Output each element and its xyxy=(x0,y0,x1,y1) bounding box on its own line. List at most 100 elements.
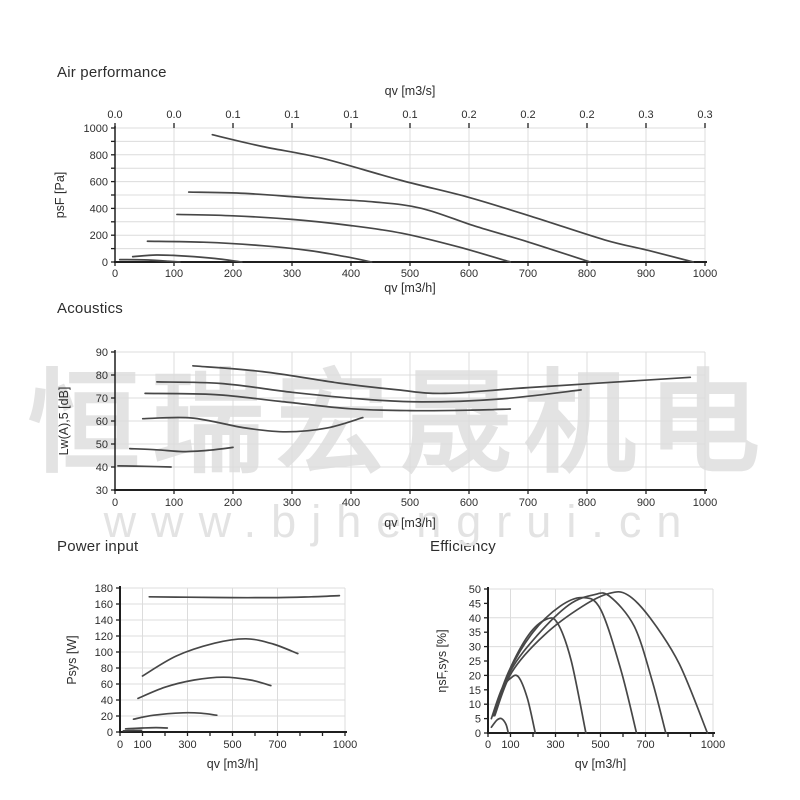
y-tick-label: 40 xyxy=(469,613,481,625)
x-tick-label: 0 xyxy=(117,739,123,751)
curve-speed-2 xyxy=(124,726,169,730)
y-tick-label: 80 xyxy=(96,370,108,382)
y-tick-label: 180 xyxy=(95,583,113,595)
x-tick-label: 100 xyxy=(165,268,183,280)
y-axis-label: Psys [W] xyxy=(65,635,79,684)
x-tick-label: 700 xyxy=(636,739,654,751)
top-axis-label: qv [m3/s] xyxy=(385,84,436,98)
x-tick-label: 400 xyxy=(342,268,360,280)
x-tick-label: 300 xyxy=(283,497,301,509)
y-tick-label: 400 xyxy=(90,203,108,215)
y-tick-label: 35 xyxy=(469,627,481,639)
y-tick-label: 200 xyxy=(90,230,108,242)
curve-speed-4 xyxy=(176,213,512,263)
x-tick-label: 800 xyxy=(578,497,596,509)
y-axis-label: psF [Pa] xyxy=(53,172,67,219)
y-tick-label: 40 xyxy=(101,695,113,707)
x-tick-label: 0 xyxy=(112,268,118,280)
x-tick-label: 900 xyxy=(637,268,655,280)
curve-speed-6 xyxy=(211,133,695,263)
x-tick-label: 1000 xyxy=(701,739,725,751)
y-tick-label: 20 xyxy=(469,670,481,682)
y-tick-label: 10 xyxy=(469,699,481,711)
y-tick-label: 25 xyxy=(469,656,481,668)
top-tick-label: 0.0 xyxy=(107,109,122,121)
y-tick-label: 15 xyxy=(469,685,481,697)
x-tick-label: 500 xyxy=(591,739,609,751)
y-tick-label: 50 xyxy=(96,439,108,451)
x-tick-label: 100 xyxy=(133,739,151,751)
top-tick-label: 0.1 xyxy=(225,109,240,121)
curve-speed-1 xyxy=(118,258,181,263)
top-tick-label: 0.1 xyxy=(343,109,358,121)
x-tick-label: 700 xyxy=(268,739,286,751)
y-tick-label: 1000 xyxy=(84,123,108,135)
top-tick-label: 0.2 xyxy=(461,109,476,121)
top-tick-label: 0.0 xyxy=(166,109,181,121)
top-tick-label: 0.2 xyxy=(579,109,594,121)
y-tick-label: 70 xyxy=(96,393,108,405)
curve-speed-2 xyxy=(128,446,234,453)
curve-speed-4 xyxy=(144,392,512,412)
x-tick-label: 1000 xyxy=(333,739,357,751)
x-tick-label: 800 xyxy=(578,268,596,280)
top-tick-label: 0.1 xyxy=(284,109,299,121)
x-axis-label: qv [m3/h] xyxy=(384,516,435,530)
y-tick-label: 30 xyxy=(469,642,481,654)
section-title-air-performance: Air performance xyxy=(57,64,167,81)
top-tick-label: 0.1 xyxy=(402,109,417,121)
curve-speed-5 xyxy=(156,381,582,403)
x-tick-label: 700 xyxy=(519,268,537,280)
y-tick-label: 90 xyxy=(96,347,108,359)
y-tick-label: 0 xyxy=(475,728,481,740)
section-title-efficiency: Efficiency xyxy=(430,538,496,555)
section-title-power-input: Power input xyxy=(57,538,139,555)
x-tick-label: 1000 xyxy=(693,497,717,509)
top-tick-label: 0.2 xyxy=(520,109,535,121)
y-tick-label: 120 xyxy=(95,631,113,643)
curve-speed-5 xyxy=(187,191,591,263)
x-axis-label: qv [m3/h] xyxy=(575,757,626,771)
x-tick-label: 0 xyxy=(485,739,491,751)
x-tick-label: 0 xyxy=(112,497,118,509)
y-axis-label: ηsF,sys [%] xyxy=(435,629,449,692)
y-tick-label: 140 xyxy=(95,615,113,627)
curve-speed-1 xyxy=(117,465,172,468)
x-tick-label: 700 xyxy=(519,497,537,509)
x-tick-label: 100 xyxy=(501,739,519,751)
x-tick-label: 300 xyxy=(546,739,564,751)
curve-speed-3 xyxy=(132,711,218,721)
x-tick-label: 1000 xyxy=(693,268,717,280)
y-tick-label: 50 xyxy=(469,584,481,596)
y-tick-label: 800 xyxy=(90,150,108,162)
y-tick-label: 20 xyxy=(101,711,113,723)
watermark-cjk-text: 恒瑞宏晟机电 xyxy=(28,361,772,486)
y-tick-label: 30 xyxy=(96,485,108,497)
x-tick-label: 900 xyxy=(637,497,655,509)
x-tick-label: 600 xyxy=(460,268,478,280)
curve-speed-1 xyxy=(490,717,510,734)
curve-speed-4 xyxy=(492,596,638,734)
y-tick-label: 600 xyxy=(90,177,108,189)
curve-speed-5 xyxy=(492,592,667,734)
watermark-url-text: www.bjhengrui.cn xyxy=(103,496,697,547)
curve-speed-2 xyxy=(131,254,243,263)
section-title-acoustics: Acoustics xyxy=(57,300,123,317)
x-tick-label: 500 xyxy=(401,497,419,509)
y-tick-label: 80 xyxy=(101,663,113,675)
y-tick-label: 0 xyxy=(107,727,113,739)
curve-speed-3 xyxy=(141,416,364,433)
curve-speed-5 xyxy=(141,637,299,677)
x-tick-label: 600 xyxy=(460,497,478,509)
curve-speed-3 xyxy=(146,240,373,263)
x-tick-label: 500 xyxy=(223,739,241,751)
curve-speed-4 xyxy=(137,676,272,700)
curve-speed-6 xyxy=(148,594,341,599)
y-axis-label: Lw(A),5 [dB] xyxy=(57,387,71,456)
y-tick-label: 60 xyxy=(101,679,113,691)
top-tick-label: 0.3 xyxy=(697,109,712,121)
curve-speed-6 xyxy=(493,590,709,734)
x-axis-label: qv [m3/h] xyxy=(207,757,258,771)
x-axis-label: qv [m3/h] xyxy=(384,281,435,295)
